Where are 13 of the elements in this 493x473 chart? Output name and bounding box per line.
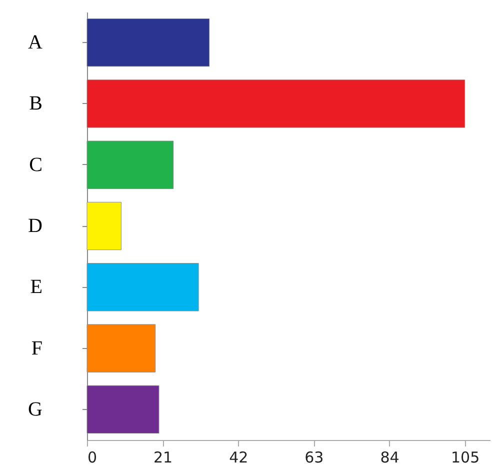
y-tick-label: G: [28, 398, 42, 420]
y-tick-label: A: [28, 32, 44, 54]
x-tick-label: 105: [450, 448, 480, 466]
y-tick-label: F: [31, 337, 42, 360]
x-tick-label: 84: [380, 448, 400, 466]
y-tick-label: D: [28, 215, 42, 237]
x-tick-label: 63: [304, 448, 324, 466]
y-tick-label: E: [30, 276, 42, 298]
y-tick-label: C: [29, 154, 42, 176]
x-tick-label: 0: [88, 448, 98, 466]
x-tick-label: 21: [154, 448, 173, 466]
y-tick-label: B: [29, 92, 42, 115]
x-tick-label: 42: [229, 448, 248, 466]
